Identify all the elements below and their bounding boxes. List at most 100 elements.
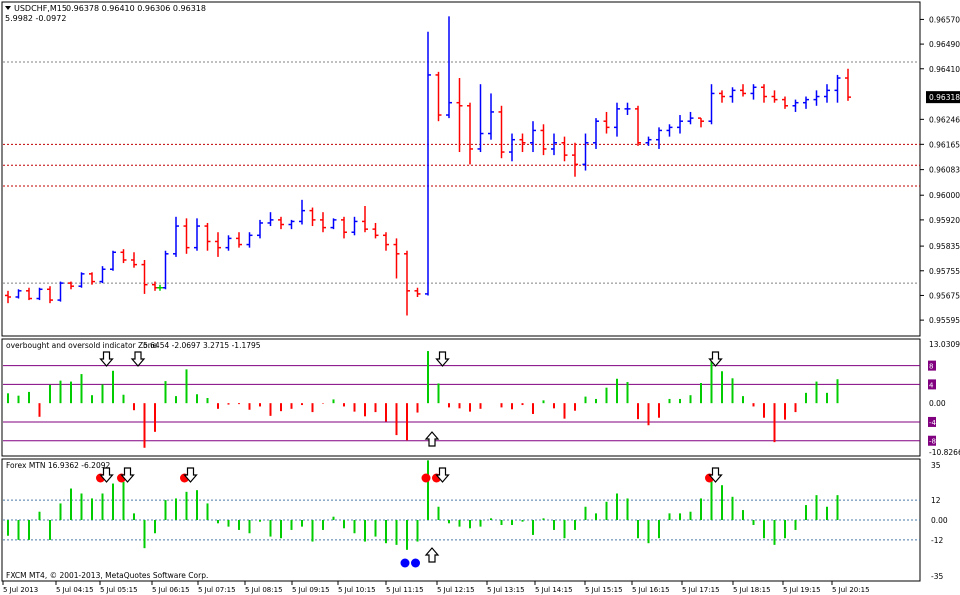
- price-bar: [194, 218, 200, 251]
- price-bar: [792, 99, 799, 112]
- price-bar: [246, 232, 253, 248]
- time-tick-label: 5 Jul 04:15: [56, 586, 94, 594]
- indicator2-bars: [7, 460, 839, 568]
- time-tick-label: 5 Jul 16:15: [632, 586, 670, 594]
- indicator1-zero-label: 0.00: [929, 399, 946, 408]
- arrow-down-icon: [183, 467, 198, 483]
- level-badge: [928, 416, 936, 427]
- price-bar: [687, 111, 694, 125]
- price-bar: [393, 238, 400, 279]
- price-bar: [540, 124, 547, 156]
- price-bar: [666, 124, 673, 137]
- indicator2-axis: 35 12 0.00 -12 -35: [931, 461, 948, 581]
- price-bar: [708, 84, 715, 125]
- time-tick-label: 5 Jul 19:15: [783, 586, 821, 594]
- time-tick-label: 5 Jul 12:15: [437, 586, 475, 594]
- price-bar: [362, 206, 368, 233]
- price-bar: [551, 133, 557, 156]
- price-bar: [425, 31, 431, 296]
- time-tick-label: 5 Jul 09:15: [292, 586, 330, 594]
- price-bar: [498, 105, 505, 159]
- price-bar: [341, 216, 347, 239]
- level-badge-label: -8: [929, 438, 936, 446]
- price-bar: [750, 84, 757, 100]
- price-bar: [614, 102, 620, 137]
- price-tick-label: 0.96570: [929, 15, 960, 24]
- price-bar: [257, 219, 263, 239]
- price-bar: [383, 232, 389, 251]
- price-bar: [57, 281, 64, 302]
- level-badge: [928, 360, 936, 371]
- price-bar: [351, 216, 358, 236]
- indicator2-title: Forex MTN 16.9362 -6.2092: [6, 461, 110, 470]
- arrow-down-icon: [99, 467, 114, 483]
- price-bar: [215, 232, 221, 257]
- time-tick-label: 5 Jul 05:15: [100, 586, 138, 594]
- indicator1-panel[interactable]: [1, 338, 921, 457]
- time-tick-label: 5 Jul 18:15: [733, 586, 771, 594]
- price-bar: [477, 84, 484, 153]
- price-bar: [845, 68, 851, 101]
- time-tick-label: 5 Jul 08:15: [245, 586, 283, 594]
- signal-dot-blue: [400, 558, 410, 568]
- price-bar: [645, 136, 652, 146]
- indicator2-axis-label: -35: [931, 572, 943, 581]
- price-bar: [561, 136, 568, 162]
- price-bar: [414, 287, 421, 297]
- price-panel[interactable]: [1, 1, 921, 337]
- menu-dropdown-icon[interactable]: [5, 6, 11, 10]
- price-bar: [593, 118, 599, 149]
- time-tick-label: 5 Jul 06:15: [152, 586, 190, 594]
- price-bar: [5, 290, 11, 304]
- price-tick-label: 0.96410: [929, 65, 960, 74]
- time-tick-label: 5 Jul 13:15: [487, 586, 525, 594]
- time-tick-label: 5 Jul 2013: [3, 586, 38, 594]
- arrow-up-icon: [424, 431, 440, 447]
- price-tick-label: 0.96083: [929, 166, 960, 175]
- current-price-box: [926, 91, 960, 104]
- price-bar: [320, 212, 326, 233]
- indicator1-title: overbought and oversold indicator Zone: [6, 341, 157, 350]
- indicator2-axis-label: -12: [931, 536, 943, 545]
- price-bar: [572, 142, 578, 177]
- price-tick-label: 0.95595: [929, 316, 960, 325]
- ohlc-values: 0.96378 0.96410 0.96306 0.96318: [66, 4, 206, 13]
- price-bar: [183, 218, 190, 254]
- arrow-down-icon: [708, 467, 723, 483]
- price-tick-label: 0.96246: [929, 115, 960, 124]
- arrow-down-icon: [120, 467, 135, 483]
- symbol-label: USDCHF,M15: [14, 4, 67, 13]
- price-bar: [803, 96, 809, 109]
- price-bar: [68, 281, 74, 290]
- level-badge-label: 8: [929, 363, 933, 371]
- price-bar: [488, 93, 494, 140]
- price-bar: [729, 87, 736, 103]
- price-bar: [530, 121, 536, 153]
- time-tick-label: 5 Jul 10:15: [338, 586, 376, 594]
- price-tick-label: 0.95920: [929, 216, 960, 225]
- price-bar: [372, 222, 379, 239]
- price-bar: [267, 212, 274, 227]
- copyright-label: FXCM MT4, © 2001-2013, MetaQuotes Softwa…: [6, 571, 208, 580]
- price-bar: [173, 216, 179, 257]
- price-bar: [78, 272, 85, 288]
- indicator1-axis: 8 4 -4 -8 0.00 13.0309 -10.8266: [928, 340, 960, 457]
- price-bar: [677, 115, 683, 134]
- price-bar: [299, 199, 305, 225]
- indicator1-levels: [3, 365, 920, 442]
- level-badge-label: 4: [929, 381, 934, 389]
- price-bar: [509, 133, 515, 162]
- signal-dot-blue: [411, 558, 420, 568]
- price-bar: [656, 127, 662, 149]
- price-bar: [120, 249, 127, 264]
- price-bar: [404, 250, 410, 316]
- price-bar: [278, 216, 284, 230]
- price-tick-label: 0.95755: [929, 267, 960, 276]
- indicator2-axis-label: 0.00: [931, 516, 948, 525]
- price-bar: [99, 266, 106, 284]
- price-tick-label: 0.96490: [929, 40, 960, 49]
- price-bar: [435, 71, 442, 122]
- price-bar: [719, 90, 725, 103]
- indicator1-values: 5.6454 -2.0697 3.2715 -1.1795: [143, 341, 261, 350]
